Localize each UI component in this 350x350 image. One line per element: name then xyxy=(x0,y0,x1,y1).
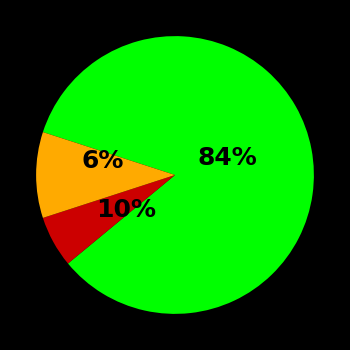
Wedge shape xyxy=(43,36,314,314)
Text: 10%: 10% xyxy=(96,198,156,222)
Text: 84%: 84% xyxy=(198,146,258,170)
Wedge shape xyxy=(43,175,175,264)
Text: 6%: 6% xyxy=(82,149,124,173)
Wedge shape xyxy=(36,132,175,218)
